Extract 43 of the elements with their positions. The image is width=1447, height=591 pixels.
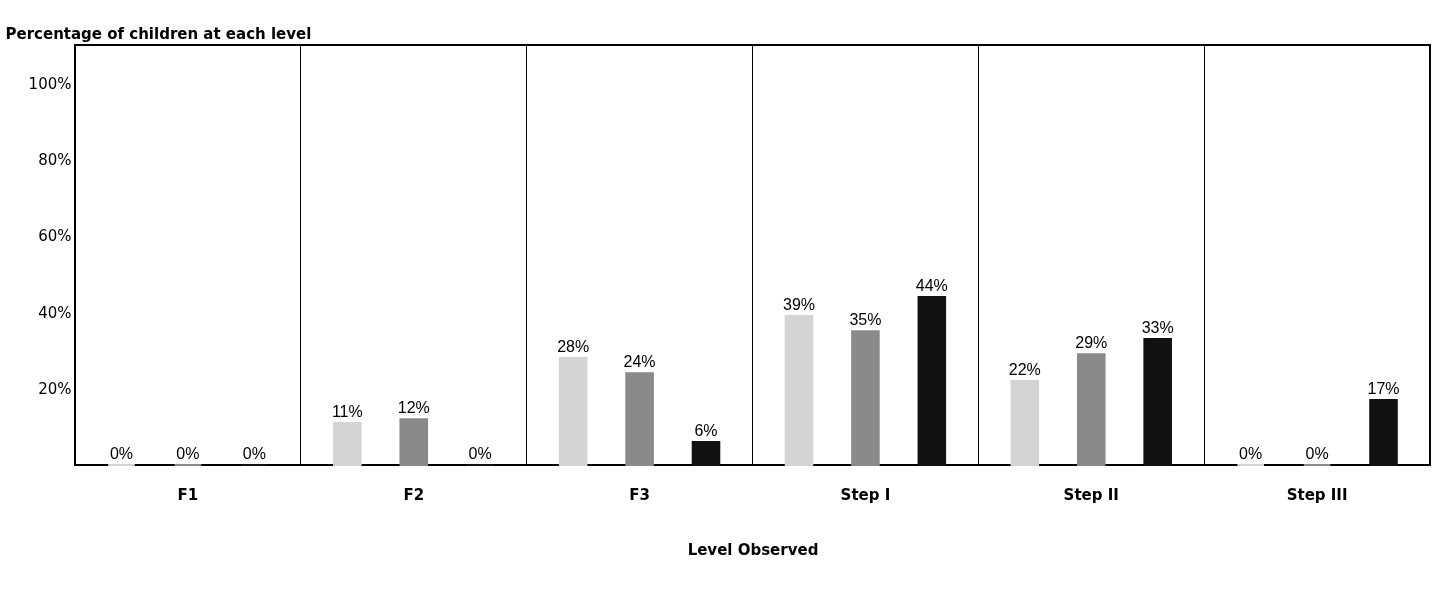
data-label: 0% [109,445,134,462]
y-axis-title: Percentage of children at each level [5,24,312,43]
bar [1369,399,1398,466]
x-tick-label: Step II [1063,485,1119,504]
y-tick-label: 80% [38,151,72,170]
y-tick-label: 60% [38,227,72,246]
data-label: 0% [1239,445,1263,462]
bar [625,372,654,466]
data-label: 17% [1367,380,1400,398]
data-label: 22% [1008,361,1041,378]
data-label: 12% [397,399,430,417]
x-tick-label: F2 [403,485,425,504]
bar [1143,338,1172,466]
data-label: 33% [1141,319,1174,336]
x-tick-label: F1 [177,485,199,504]
bar [1010,380,1040,466]
data-label: 24% [623,353,656,371]
y-tick-label: 40% [38,303,72,322]
x-tick-label: Step I [840,485,891,504]
data-label: 0% [242,445,266,462]
bar [851,330,880,466]
x-tick-label: Step III [1286,485,1348,504]
bar [691,441,721,466]
data-label: 0% [468,445,492,462]
y-tick-label: 20% [38,380,72,399]
x-axis-title: Level Observed [687,540,819,559]
x-tick-label: F3 [629,485,650,504]
bar [333,422,362,466]
bar [917,296,947,466]
data-label: 44% [915,277,948,294]
data-label: 39% [782,296,816,314]
data-label: 29% [1075,334,1108,352]
bar [784,315,814,466]
bar [1076,353,1106,466]
data-label: 0% [1305,445,1329,462]
data-label: 28% [557,338,590,356]
bar [558,357,588,466]
y-tick-label: 100% [28,74,72,93]
data-label: 35% [849,311,882,329]
data-label: 6% [694,422,718,440]
data-label: 0% [176,445,200,462]
data-label: 11% [331,403,363,420]
bar [399,418,429,466]
